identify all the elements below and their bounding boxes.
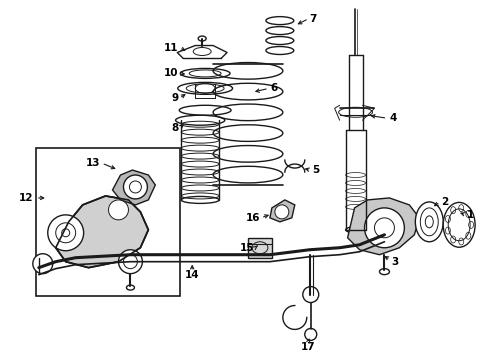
- Circle shape: [305, 328, 317, 340]
- Text: 1: 1: [467, 210, 474, 220]
- Circle shape: [365, 208, 404, 248]
- Circle shape: [303, 287, 318, 302]
- Text: 16: 16: [245, 213, 260, 223]
- Text: 3: 3: [392, 257, 399, 267]
- Text: 2: 2: [441, 197, 448, 207]
- Circle shape: [48, 215, 84, 251]
- Text: 14: 14: [185, 270, 199, 280]
- Text: 10: 10: [164, 68, 178, 78]
- Circle shape: [108, 200, 128, 220]
- Ellipse shape: [443, 202, 475, 247]
- Circle shape: [33, 254, 53, 274]
- Bar: [36, 148, 180, 296]
- Bar: [248, 238, 272, 258]
- Polygon shape: [113, 170, 155, 205]
- Text: 8: 8: [171, 123, 178, 133]
- Circle shape: [275, 205, 289, 219]
- Polygon shape: [56, 196, 148, 268]
- Circle shape: [123, 175, 147, 199]
- Text: 11: 11: [164, 42, 178, 53]
- Text: 17: 17: [300, 342, 315, 352]
- Ellipse shape: [416, 202, 443, 242]
- Text: 7: 7: [310, 14, 317, 24]
- Text: 12: 12: [19, 193, 33, 203]
- Text: 6: 6: [270, 84, 277, 93]
- Text: 15: 15: [240, 243, 254, 253]
- Polygon shape: [347, 198, 419, 255]
- Text: 9: 9: [171, 93, 178, 103]
- Text: 4: 4: [390, 113, 397, 123]
- Text: 5: 5: [312, 165, 319, 175]
- Polygon shape: [270, 200, 295, 222]
- Circle shape: [119, 250, 143, 274]
- Text: 13: 13: [86, 158, 100, 168]
